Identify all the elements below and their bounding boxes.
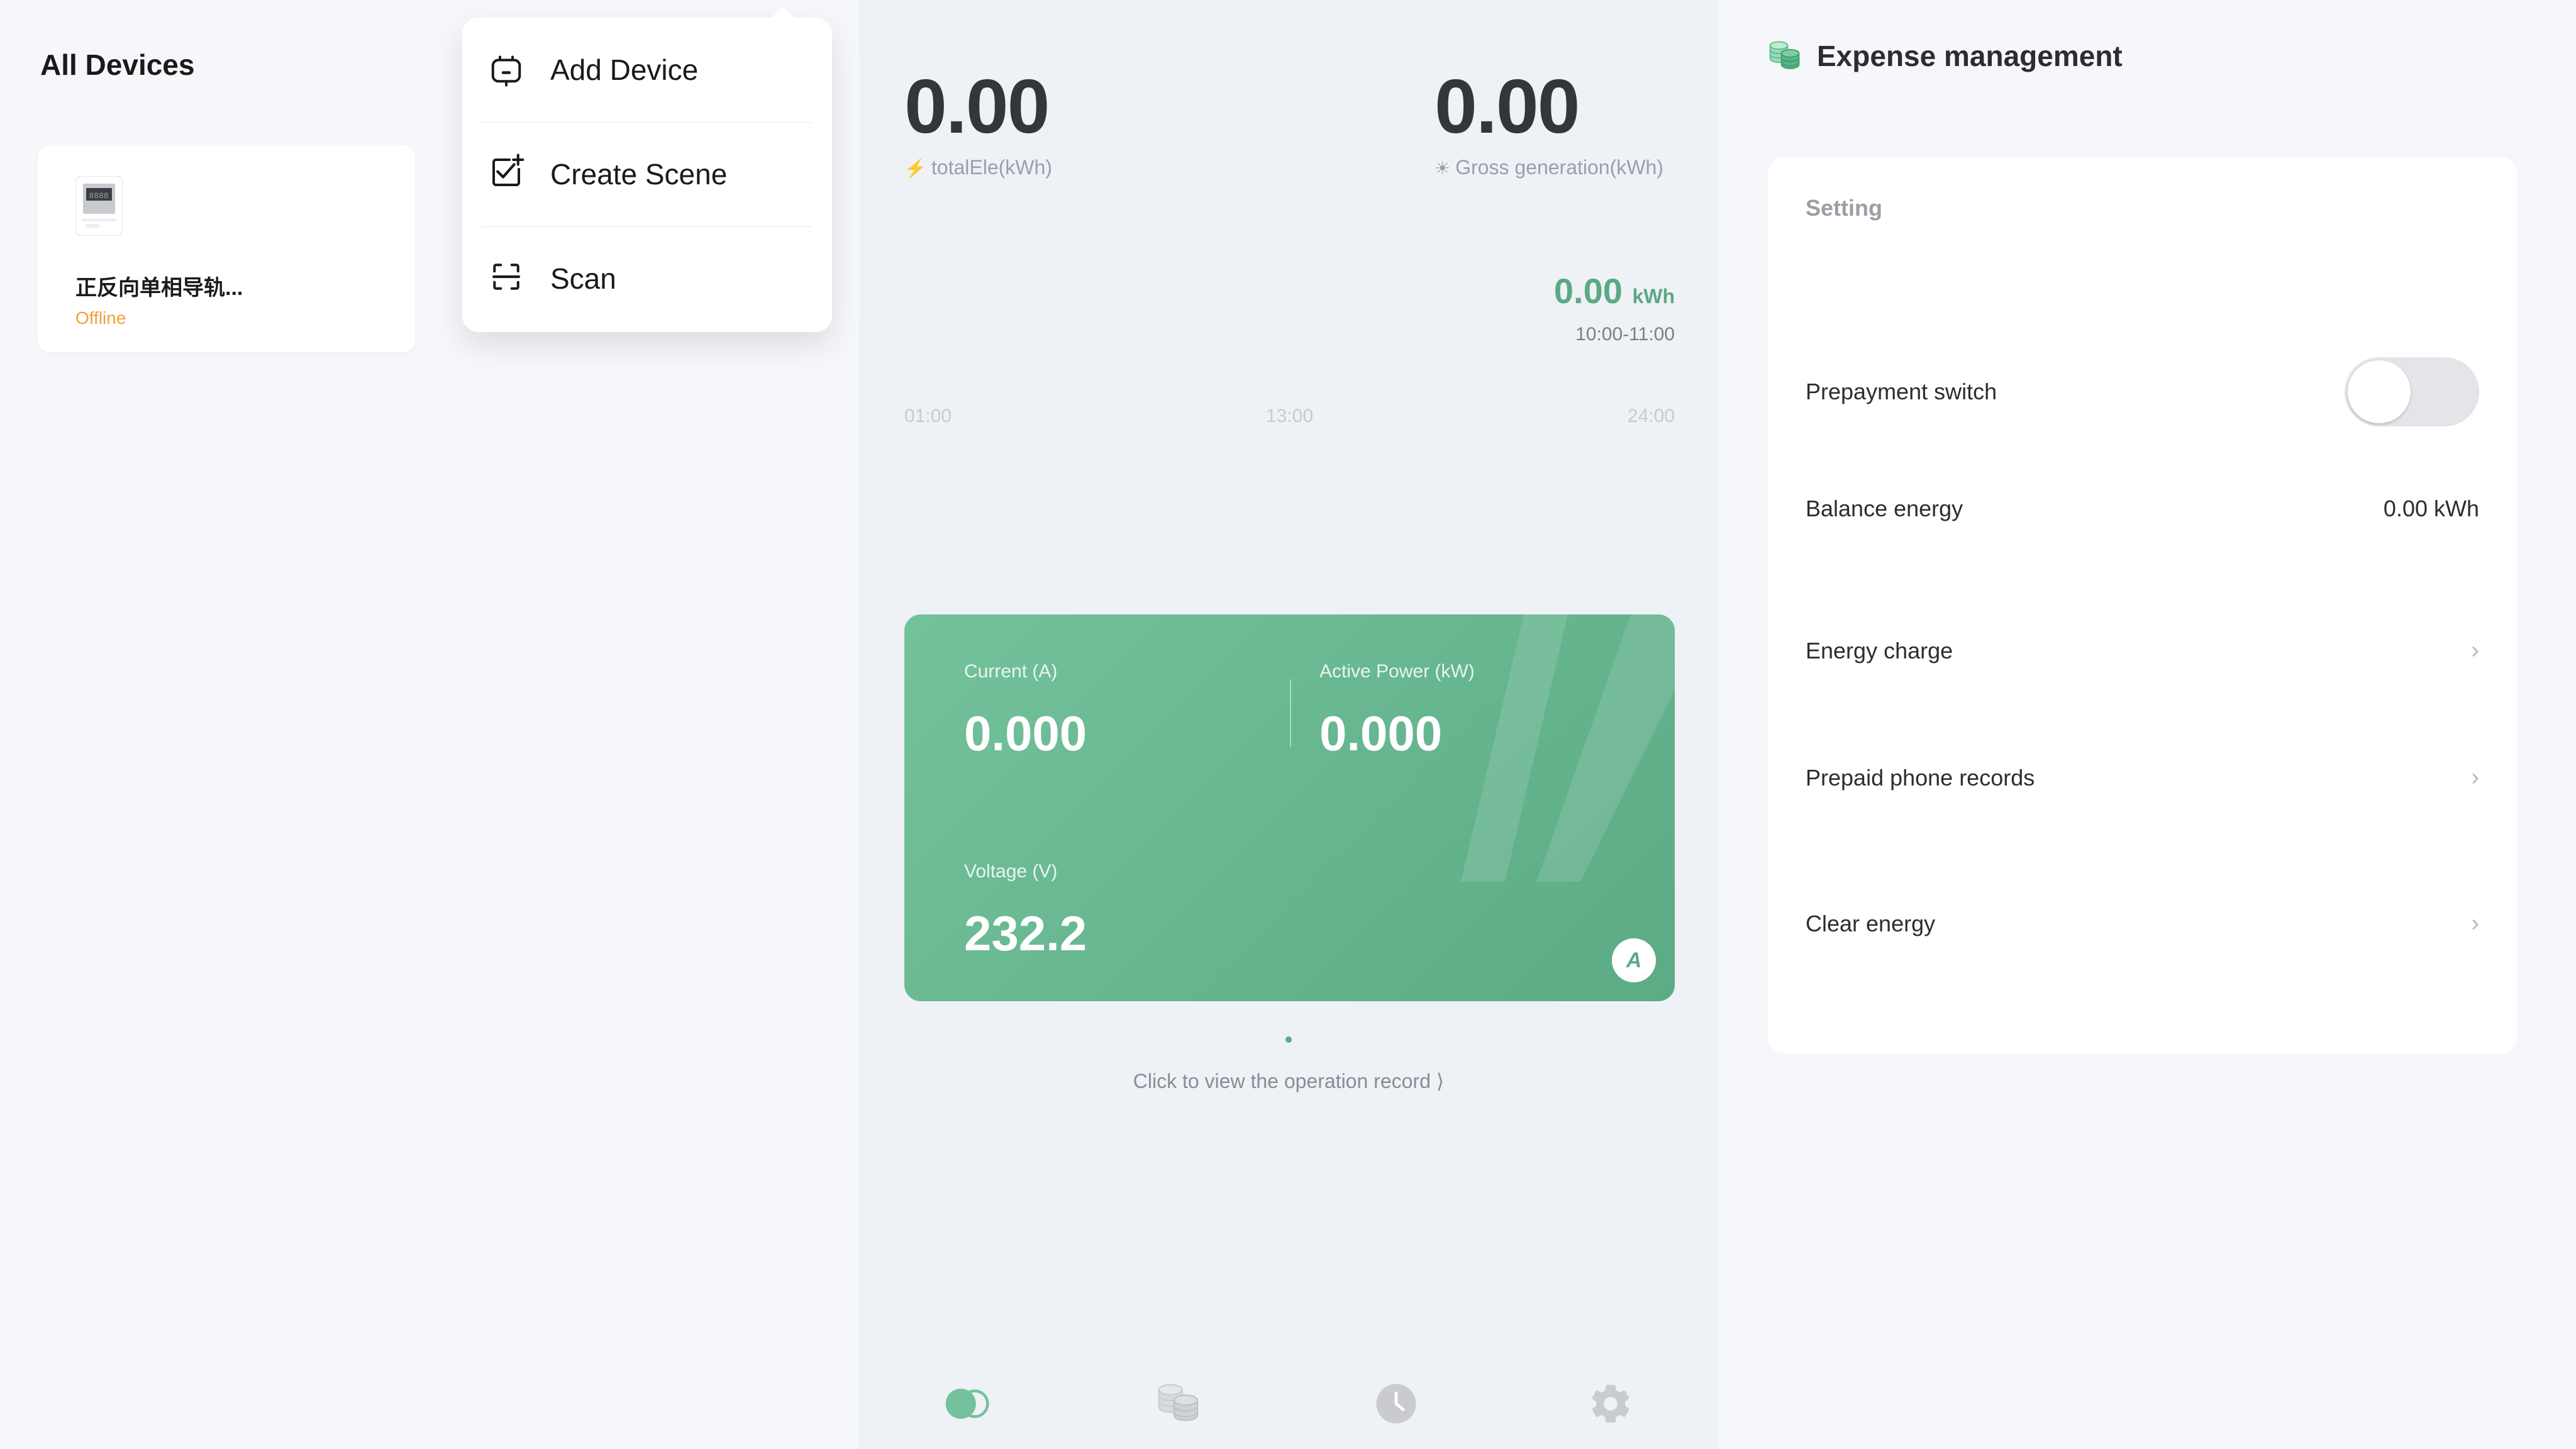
svg-text:8888: 8888 (89, 191, 108, 201)
